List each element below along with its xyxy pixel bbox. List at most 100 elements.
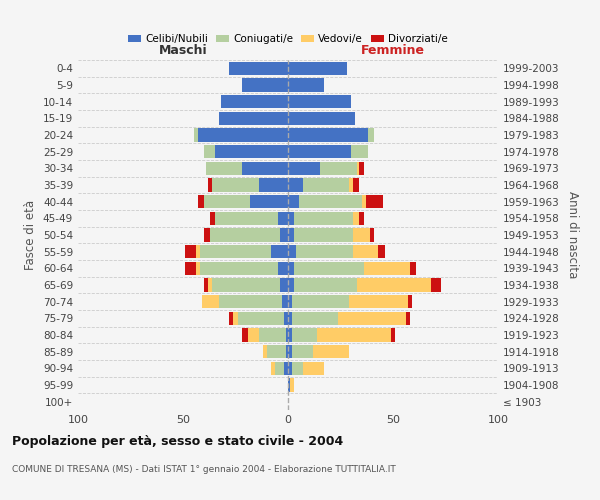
Bar bbox=[193, 128, 198, 141]
Bar bbox=[290, 378, 295, 392]
Bar bbox=[361, 195, 366, 208]
Bar bbox=[338, 312, 406, 325]
Bar bbox=[288, 95, 351, 108]
Text: Femmine: Femmine bbox=[361, 44, 425, 57]
Bar bbox=[288, 162, 320, 175]
Bar bbox=[218, 112, 288, 125]
Bar bbox=[353, 245, 379, 258]
Bar bbox=[288, 362, 292, 375]
Bar bbox=[288, 178, 303, 192]
Bar bbox=[242, 328, 248, 342]
Bar bbox=[349, 178, 353, 192]
Bar bbox=[288, 62, 347, 75]
Bar bbox=[359, 212, 364, 225]
Bar bbox=[288, 78, 324, 92]
Bar bbox=[295, 212, 353, 225]
Bar bbox=[280, 278, 288, 291]
Bar bbox=[379, 245, 385, 258]
Bar bbox=[292, 345, 313, 358]
Bar bbox=[284, 312, 288, 325]
Bar bbox=[204, 145, 215, 158]
Bar bbox=[359, 162, 364, 175]
Bar bbox=[292, 312, 338, 325]
Y-axis label: Anni di nascita: Anni di nascita bbox=[566, 192, 579, 278]
Bar bbox=[202, 295, 218, 308]
Bar bbox=[358, 162, 359, 175]
Bar bbox=[364, 262, 410, 275]
Bar bbox=[288, 312, 292, 325]
Bar bbox=[271, 245, 288, 258]
Bar bbox=[410, 262, 416, 275]
Bar bbox=[299, 195, 361, 208]
Bar bbox=[366, 195, 383, 208]
Bar bbox=[267, 345, 286, 358]
Bar bbox=[292, 295, 349, 308]
Bar bbox=[204, 278, 208, 291]
Bar bbox=[295, 228, 353, 241]
Bar bbox=[284, 362, 288, 375]
Bar bbox=[198, 128, 288, 141]
Bar bbox=[229, 62, 288, 75]
Bar bbox=[288, 112, 355, 125]
Bar bbox=[295, 262, 364, 275]
Bar bbox=[196, 245, 200, 258]
Bar bbox=[391, 328, 395, 342]
Bar bbox=[288, 345, 292, 358]
Y-axis label: Fasce di età: Fasce di età bbox=[25, 200, 37, 270]
Bar bbox=[288, 262, 295, 275]
Bar bbox=[229, 312, 233, 325]
Bar bbox=[288, 195, 299, 208]
Text: Popolazione per età, sesso e stato civile - 2004: Popolazione per età, sesso e stato civil… bbox=[12, 435, 343, 448]
Bar bbox=[277, 262, 288, 275]
Bar bbox=[353, 178, 359, 192]
Bar bbox=[248, 328, 259, 342]
Bar bbox=[353, 212, 359, 225]
Bar bbox=[250, 195, 288, 208]
Bar bbox=[197, 195, 204, 208]
Bar bbox=[408, 295, 412, 308]
Bar bbox=[212, 178, 259, 192]
Bar bbox=[295, 278, 358, 291]
Bar bbox=[212, 278, 280, 291]
Bar bbox=[263, 345, 267, 358]
Bar bbox=[215, 212, 277, 225]
Bar bbox=[218, 295, 282, 308]
Bar bbox=[406, 312, 410, 325]
Bar bbox=[282, 295, 288, 308]
Bar bbox=[211, 228, 280, 241]
Bar bbox=[320, 162, 358, 175]
Bar bbox=[286, 345, 288, 358]
Bar bbox=[185, 262, 196, 275]
Bar bbox=[233, 312, 238, 325]
Text: COMUNE DI TRESANA (MS) - Dati ISTAT 1° gennaio 2004 - Elaborazione TUTTITALIA.IT: COMUNE DI TRESANA (MS) - Dati ISTAT 1° g… bbox=[12, 465, 396, 474]
Bar bbox=[215, 145, 288, 158]
Bar bbox=[204, 195, 250, 208]
Bar bbox=[204, 228, 210, 241]
Bar bbox=[296, 245, 353, 258]
Bar bbox=[292, 328, 317, 342]
Bar bbox=[353, 228, 370, 241]
Bar bbox=[242, 162, 288, 175]
Bar bbox=[275, 362, 284, 375]
Bar bbox=[271, 362, 275, 375]
Bar bbox=[358, 278, 431, 291]
Bar bbox=[288, 328, 292, 342]
Bar bbox=[211, 212, 215, 225]
Bar bbox=[208, 278, 212, 291]
Bar bbox=[288, 128, 368, 141]
Bar bbox=[242, 78, 288, 92]
Bar bbox=[370, 228, 374, 241]
Bar bbox=[259, 178, 288, 192]
Bar bbox=[238, 312, 284, 325]
Bar bbox=[277, 212, 288, 225]
Bar bbox=[200, 262, 277, 275]
Bar bbox=[185, 245, 196, 258]
Bar bbox=[303, 178, 349, 192]
Bar bbox=[196, 262, 200, 275]
Bar bbox=[368, 128, 374, 141]
Bar bbox=[351, 145, 368, 158]
Bar bbox=[208, 178, 212, 192]
Bar bbox=[259, 328, 286, 342]
Bar bbox=[280, 228, 288, 241]
Bar bbox=[349, 295, 408, 308]
